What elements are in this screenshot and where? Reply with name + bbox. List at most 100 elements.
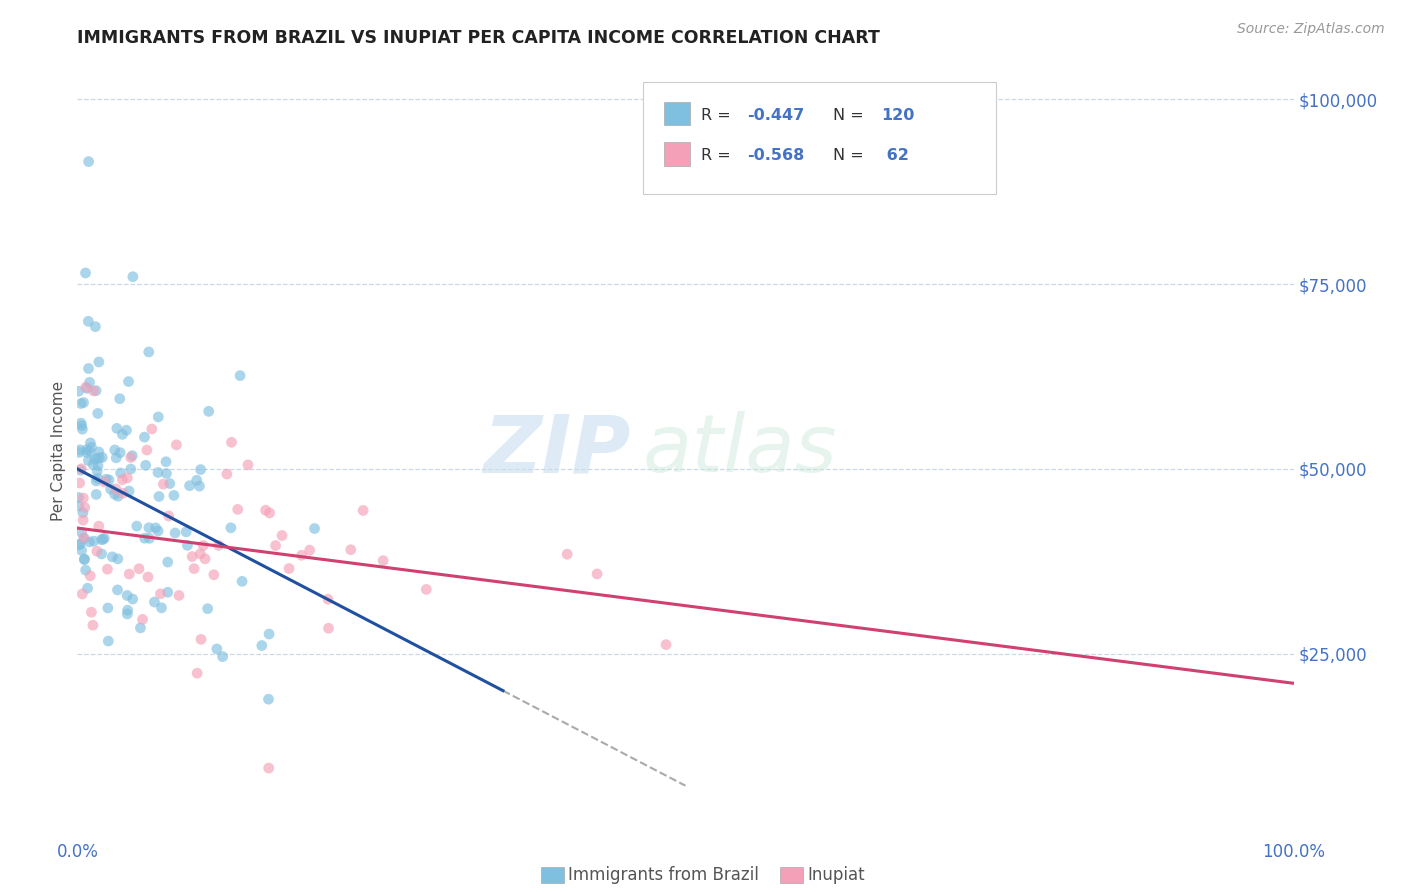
Point <box>231 574 253 589</box>
Point <box>141 422 163 436</box>
Point <box>72 491 94 505</box>
Point <box>118 483 141 498</box>
Point <box>97 634 120 648</box>
Point <box>82 618 104 632</box>
Point <box>229 368 252 383</box>
Point <box>165 438 187 452</box>
Point <box>87 519 110 533</box>
Point <box>415 582 437 597</box>
Point <box>163 488 186 502</box>
Point <box>205 642 228 657</box>
Point <box>105 450 128 465</box>
Point <box>70 461 93 475</box>
Point <box>373 554 395 568</box>
Point <box>290 549 312 563</box>
Point <box>179 478 201 492</box>
Point <box>197 404 219 418</box>
Point <box>91 450 114 465</box>
Point <box>136 570 159 584</box>
Point <box>117 471 139 485</box>
Point <box>138 532 160 546</box>
Point <box>104 482 127 496</box>
Point <box>197 601 219 615</box>
Point <box>87 355 110 369</box>
Point <box>271 528 294 542</box>
Point <box>215 467 238 481</box>
Point <box>138 521 160 535</box>
Point <box>69 442 91 457</box>
Point <box>105 421 128 435</box>
Point <box>339 542 361 557</box>
Point <box>183 561 205 575</box>
Point <box>304 521 326 535</box>
Point <box>318 621 340 635</box>
Point <box>165 526 187 541</box>
Point <box>87 407 110 421</box>
Point <box>87 445 110 459</box>
Point <box>143 595 166 609</box>
Point <box>77 154 100 169</box>
Point <box>586 566 609 581</box>
Point <box>155 467 177 481</box>
Text: R =: R = <box>702 148 737 163</box>
Point <box>257 692 280 706</box>
Text: R =: R = <box>702 108 737 123</box>
Point <box>135 443 157 458</box>
Point <box>90 547 112 561</box>
Point <box>84 384 107 398</box>
Point <box>298 543 321 558</box>
Point <box>79 535 101 549</box>
Text: -0.568: -0.568 <box>748 148 804 163</box>
Point <box>101 549 124 564</box>
Point <box>219 521 242 535</box>
Point <box>80 605 103 619</box>
Point <box>149 587 172 601</box>
Point <box>236 458 259 472</box>
Point <box>181 549 204 564</box>
Point <box>96 472 118 486</box>
Point <box>72 422 94 436</box>
Point <box>134 531 156 545</box>
Point <box>108 446 131 460</box>
Point <box>194 552 217 566</box>
Point <box>221 435 243 450</box>
Point <box>316 592 339 607</box>
Point <box>152 477 174 491</box>
Point <box>97 601 120 615</box>
Point <box>117 607 139 621</box>
Point <box>129 621 152 635</box>
Point <box>98 473 121 487</box>
Point <box>91 533 114 547</box>
Point <box>67 384 90 399</box>
Point <box>100 482 122 496</box>
Point <box>87 458 110 473</box>
Point <box>145 521 167 535</box>
Point <box>76 445 98 459</box>
Point <box>84 319 107 334</box>
Point <box>72 395 94 409</box>
Text: IMMIGRANTS FROM BRAZIL VS INUPIAT PER CAPITA INCOME CORRELATION CHART: IMMIGRANTS FROM BRAZIL VS INUPIAT PER CA… <box>77 29 880 47</box>
Point <box>107 582 129 597</box>
Text: 120: 120 <box>882 108 915 123</box>
Point <box>93 531 115 545</box>
FancyBboxPatch shape <box>664 143 690 166</box>
Point <box>70 525 93 540</box>
Point <box>146 524 169 538</box>
Point <box>134 430 156 444</box>
Text: atlas: atlas <box>643 411 838 490</box>
Point <box>96 562 118 576</box>
Point <box>84 474 107 488</box>
Point <box>138 345 160 359</box>
Point <box>188 547 211 561</box>
Text: 62: 62 <box>882 148 910 163</box>
Point <box>73 552 96 566</box>
Text: ZIP: ZIP <box>484 411 631 490</box>
Point <box>186 666 208 681</box>
Point <box>174 524 197 539</box>
Point <box>77 361 100 376</box>
Text: Source: ZipAtlas.com: Source: ZipAtlas.com <box>1237 22 1385 37</box>
Point <box>70 416 93 430</box>
Point <box>125 519 148 533</box>
Point <box>86 451 108 466</box>
Point <box>76 381 98 395</box>
